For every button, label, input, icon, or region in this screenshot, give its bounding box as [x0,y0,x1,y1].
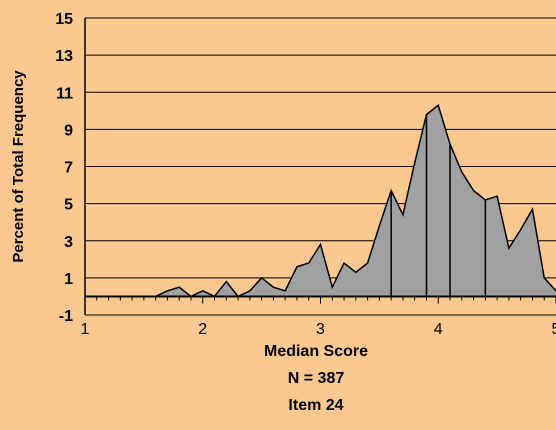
item-label: Item 24 [288,397,344,414]
data-point [508,247,510,249]
data-point [425,114,427,116]
x-tick-label-4: 4 [434,321,443,338]
data-point [178,286,180,288]
y-tick-label-13: 13 [55,48,73,65]
data-point [402,214,404,216]
data-point [437,104,439,106]
data-point [461,171,463,173]
data-point [249,290,251,292]
y-tick-label-7: 7 [64,160,73,177]
data-point [531,208,533,210]
data-point [449,143,451,145]
y-tick-label-11: 11 [56,85,73,102]
data-point [343,262,345,264]
y-tick-label-1: 1 [64,271,73,288]
y-axis-title: Percent of Total Frequency [10,70,27,263]
data-point [414,162,416,164]
data-point [284,290,286,292]
data-point [296,266,298,268]
data-point [378,225,380,227]
data-point [473,190,475,192]
x-tick-label-3: 3 [316,321,325,338]
y-tick-label-15: 15 [55,11,73,28]
y-tick-label-9: 9 [64,122,73,139]
data-point [225,281,227,283]
x-tick-label-5: 5 [552,321,556,338]
y-tick-label--1: -1 [59,308,73,325]
x-axis-title: Median Score [263,343,369,360]
data-point [261,277,263,279]
data-point [320,243,321,245]
data-point [390,190,392,192]
data-point [543,277,545,279]
data-point [331,286,333,288]
data-point [496,195,498,197]
data-point [367,262,369,264]
data-point [355,271,357,273]
x-tick-label-2: 2 [198,321,207,338]
sample-size-label: N = 387 [287,370,345,387]
y-tick-label-3: 3 [64,234,73,251]
y-tick-label-5: 5 [64,197,73,214]
series-area [85,105,556,297]
data-point [484,199,486,201]
data-point [166,290,168,292]
data-point [308,262,310,264]
x-tick-label-1: 1 [81,321,90,338]
data-point [520,229,522,231]
data-point [272,286,274,288]
data-point [202,290,204,292]
